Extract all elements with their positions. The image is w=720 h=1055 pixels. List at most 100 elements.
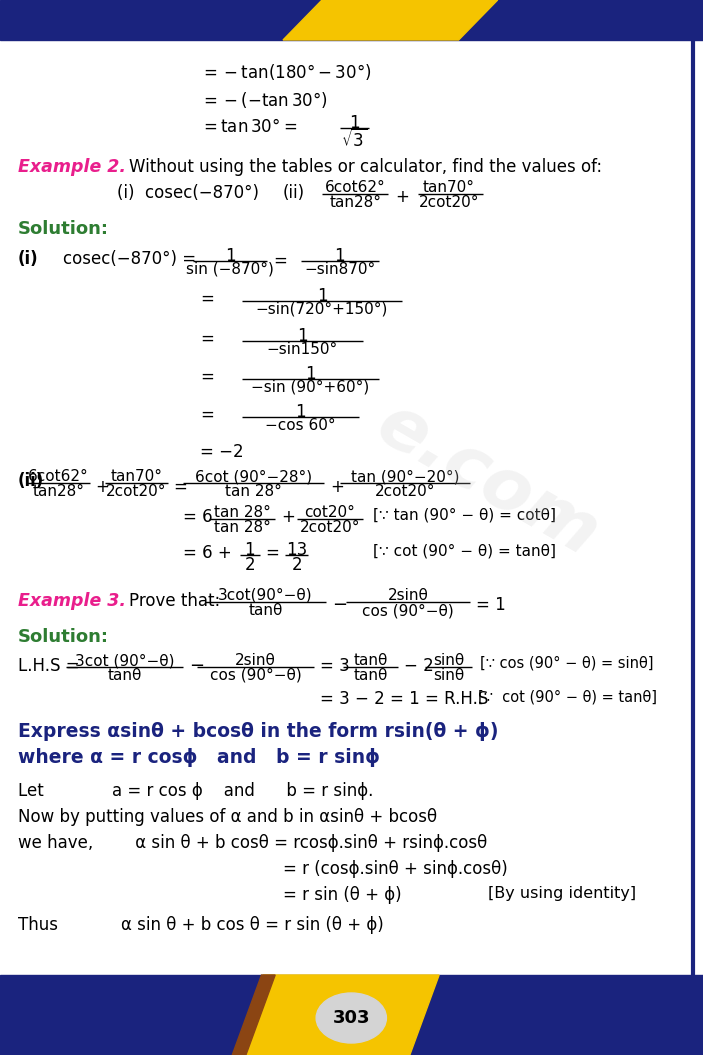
Text: = r (cosϕ.sinθ + sinϕ.cosθ): = r (cosϕ.sinθ + sinϕ.cosθ)	[283, 860, 508, 878]
Text: Thus            α sin θ + b cos θ = r sin (θ + ϕ): Thus α sin θ + b cos θ = r sin (θ + ϕ)	[17, 916, 383, 934]
Text: Example 3.: Example 3.	[17, 592, 125, 610]
Text: cos (90°−θ): cos (90°−θ)	[210, 668, 302, 683]
Text: = −2: = −2	[200, 443, 243, 461]
Text: 2sinθ: 2sinθ	[387, 588, 428, 603]
Text: Prove that:: Prove that:	[129, 592, 220, 610]
Text: $= \tan 30° =$: $= \tan 30° =$	[200, 118, 297, 136]
Text: tan28°: tan28°	[329, 195, 381, 210]
Text: Solution:: Solution:	[17, 220, 109, 238]
Text: tan 28°: tan 28°	[225, 484, 282, 499]
Text: +: +	[96, 478, 109, 496]
Text: 1: 1	[334, 247, 345, 265]
Polygon shape	[234, 975, 439, 1055]
Text: $= -(-\tan 30°)$: $= -(-\tan 30°)$	[200, 90, 328, 110]
Bar	[0, 0, 703, 40]
Text: = 6: = 6	[184, 509, 213, 526]
Text: 1: 1	[225, 247, 235, 265]
Text: L.H.S =: L.H.S =	[17, 657, 79, 675]
Text: 1: 1	[245, 541, 255, 559]
Text: $= -\tan(180° - 30°)$: $= -\tan(180° - 30°)$	[200, 62, 372, 82]
Text: sin (−870°): sin (−870°)	[186, 262, 274, 277]
Text: 2sinθ: 2sinθ	[235, 653, 276, 668]
Text: [∵  cot (90° − θ) = tanθ]: [∵ cot (90° − θ) = tanθ]	[478, 690, 657, 705]
Text: cosec(−870°) =: cosec(−870°) =	[63, 250, 197, 268]
Text: cot20°: cot20°	[305, 505, 355, 520]
Ellipse shape	[316, 993, 387, 1043]
Text: (ii): (ii)	[17, 472, 44, 490]
Text: 303: 303	[333, 1009, 370, 1027]
Text: (ii): (ii)	[283, 184, 305, 202]
Text: sinθ: sinθ	[433, 668, 464, 683]
Text: 2cot20°: 2cot20°	[107, 484, 167, 499]
Text: (i): (i)	[17, 250, 38, 268]
Text: = 3: = 3	[320, 657, 350, 675]
Text: [∵ tan (90° − θ) = cotθ]: [∵ tan (90° − θ) = cotθ]	[373, 509, 556, 523]
Text: where α = r cosϕ   and   b = r sinϕ: where α = r cosϕ and b = r sinϕ	[17, 748, 379, 767]
Text: tan (90°−20°): tan (90°−20°)	[351, 469, 459, 484]
Text: 1: 1	[297, 327, 308, 345]
Text: 6cot (90°−28°): 6cot (90°−28°)	[195, 469, 312, 484]
Text: [∵ cot (90° − θ) = tanθ]: [∵ cot (90° − θ) = tanθ]	[373, 544, 556, 559]
Text: $\sqrt{3}$: $\sqrt{3}$	[341, 129, 367, 151]
Text: =: =	[200, 330, 214, 348]
Text: tan28°: tan28°	[32, 484, 84, 499]
Text: 1: 1	[349, 114, 359, 132]
Text: tanθ: tanθ	[108, 668, 142, 683]
Text: tan 28°: tan 28°	[214, 505, 271, 520]
Text: Example 2.: Example 2.	[17, 158, 125, 176]
Polygon shape	[233, 975, 275, 1055]
Text: tan70°: tan70°	[111, 469, 163, 484]
Text: −sin870°: −sin870°	[304, 262, 375, 277]
Text: −sin (90°+60°): −sin (90°+60°)	[251, 380, 369, 395]
Text: 3cot (90°−θ): 3cot (90°−θ)	[75, 653, 175, 668]
Text: =: =	[266, 544, 279, 562]
Text: 2cot20°: 2cot20°	[374, 484, 435, 499]
Text: tanθ: tanθ	[248, 603, 283, 618]
Text: 1: 1	[317, 287, 328, 305]
Text: −cos 60°: −cos 60°	[265, 418, 336, 433]
Text: Express αsinθ + bcosθ in the form rsin(θ + ϕ): Express αsinθ + bcosθ in the form rsin(θ…	[17, 722, 498, 741]
Text: [∵ cos (90° − θ) = sinθ]: [∵ cos (90° − θ) = sinθ]	[480, 655, 654, 670]
Text: tanθ: tanθ	[354, 653, 388, 668]
Text: =: =	[200, 290, 214, 308]
Text: −: −	[332, 596, 347, 614]
Text: =: =	[200, 368, 214, 386]
Text: Solution:: Solution:	[17, 628, 109, 646]
Text: −sin150°: −sin150°	[267, 342, 338, 357]
Text: tan70°: tan70°	[423, 180, 475, 195]
Bar	[0, 975, 703, 1055]
Text: 1: 1	[295, 403, 306, 421]
Text: Let             a = r cos ϕ    and      b = r sinϕ.: Let a = r cos ϕ and b = r sinϕ.	[17, 782, 373, 800]
Text: tanθ: tanθ	[354, 668, 388, 683]
Text: (i)  cosec(−870°): (i) cosec(−870°)	[117, 184, 259, 202]
Text: we have,        α sin θ + b cosθ = rcosϕ.sinθ + rsinϕ.cosθ: we have, α sin θ + b cosθ = rcosϕ.sinθ +…	[17, 835, 487, 852]
Text: 6cot62°: 6cot62°	[325, 180, 386, 195]
Text: −sin(720°+150°): −sin(720°+150°)	[256, 302, 388, 316]
Text: +: +	[395, 188, 409, 206]
Text: =: =	[273, 252, 287, 270]
Text: Now by putting values of α and b in αsinθ + bcosθ: Now by putting values of α and b in αsin…	[17, 808, 437, 826]
Text: 2: 2	[292, 556, 302, 574]
Text: sinθ: sinθ	[433, 653, 464, 668]
Text: = r sin (θ + ϕ): = r sin (θ + ϕ)	[283, 886, 402, 904]
Text: [By using identity]: [By using identity]	[488, 886, 636, 901]
Text: tan 28°: tan 28°	[214, 520, 271, 535]
Text: +: +	[281, 509, 295, 526]
Text: 1: 1	[305, 365, 315, 383]
Text: 2cot20°: 2cot20°	[418, 195, 479, 210]
Text: 6cot62°: 6cot62°	[28, 469, 89, 484]
Text: − 2: − 2	[404, 657, 433, 675]
Text: = 1: = 1	[476, 596, 506, 614]
Text: 3cot(90°−θ): 3cot(90°−θ)	[218, 588, 312, 603]
Text: 2: 2	[245, 556, 255, 574]
Text: Without using the tables or calculator, find the values of:: Without using the tables or calculator, …	[129, 158, 602, 176]
Text: e.com: e.com	[365, 389, 611, 571]
Text: 13: 13	[286, 541, 307, 559]
Bar	[0, 40, 703, 975]
Polygon shape	[283, 0, 498, 40]
Text: cos (90°−θ): cos (90°−θ)	[362, 603, 454, 618]
Text: −: −	[189, 657, 204, 675]
Text: +: +	[330, 478, 343, 496]
Text: 2cot20°: 2cot20°	[300, 520, 360, 535]
Text: =: =	[200, 406, 214, 424]
